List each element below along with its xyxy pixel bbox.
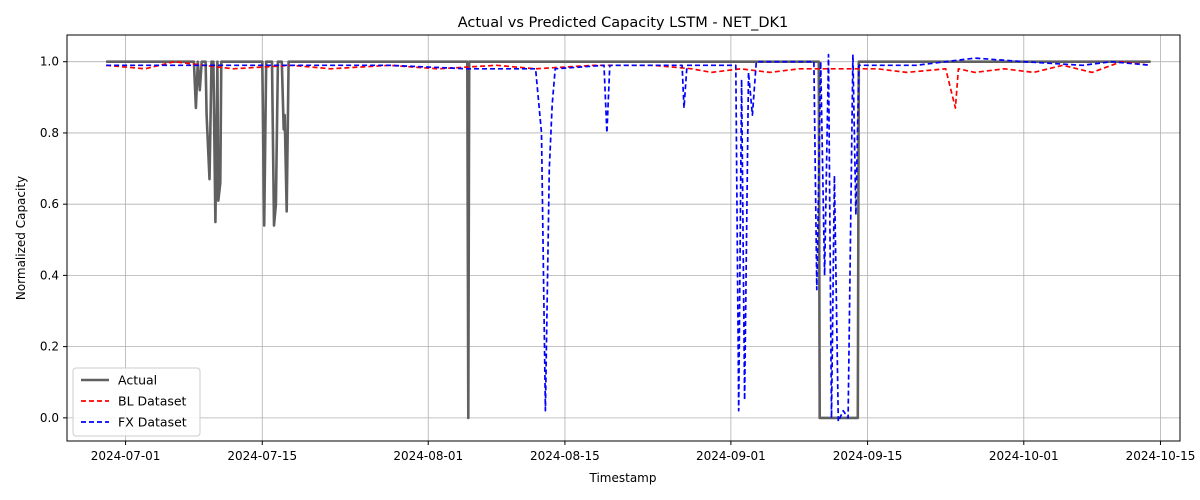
x-tick-label: 2024-08-01: [393, 449, 463, 463]
plot-frame: [66, 34, 1181, 442]
legend-label: BL Dataset: [118, 394, 187, 409]
y-tick-label: 0.8: [40, 126, 59, 140]
series-line-fx-dataset: [106, 53, 1151, 423]
y-tick-label: 0.2: [40, 340, 59, 354]
y-tick-label: 0.4: [40, 268, 59, 282]
y-tick-label: 0.6: [40, 197, 59, 211]
x-tick-label: 2024-07-01: [91, 449, 161, 463]
x-tick-label: 2024-10-01: [989, 449, 1059, 463]
legend-label: Actual: [118, 373, 157, 388]
legend-label: FX Dataset: [118, 415, 187, 430]
x-tick-label: 2024-10-15: [1126, 449, 1196, 463]
grid: [67, 35, 1180, 441]
y-tick-label: 1.0: [40, 55, 59, 69]
series-layer: [106, 53, 1151, 423]
x-tick-label: 2024-09-15: [833, 449, 903, 463]
series-line-actual: [106, 60, 1151, 420]
x-tick-label: 2024-09-01: [696, 449, 766, 463]
y-axis-label: Normalized Capacity: [14, 176, 28, 300]
x-axis-label: Timestamp: [589, 471, 657, 485]
legend: Actual BL Dataset FX Dataset: [72, 367, 201, 437]
legend-box: [72, 367, 201, 437]
chart-title: Actual vs Predicted Capacity LSTM - NET_…: [458, 15, 789, 31]
y-tick-label: 0.0: [40, 411, 59, 425]
y-axis: 0.0 0.2 0.4 0.6 0.8 1.0: [40, 55, 67, 425]
x-axis: 2024-07-01 2024-07-15 2024-08-01 2024-08-15…: [91, 441, 1196, 463]
x-tick-label: 2024-08-15: [530, 449, 600, 463]
x-tick-label: 2024-07-15: [227, 449, 297, 463]
